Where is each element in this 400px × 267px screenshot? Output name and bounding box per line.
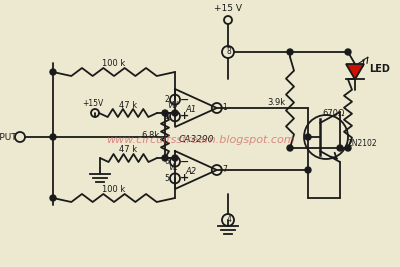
Text: LED: LED	[369, 64, 390, 74]
Circle shape	[305, 134, 311, 140]
Circle shape	[345, 49, 351, 55]
Text: −: −	[180, 157, 189, 167]
Text: 47 k: 47 k	[120, 146, 138, 155]
Circle shape	[337, 145, 343, 151]
Polygon shape	[346, 64, 364, 79]
Text: CA3290: CA3290	[178, 135, 214, 143]
Text: 1: 1	[222, 104, 227, 112]
Text: 2N2102: 2N2102	[348, 139, 378, 147]
Text: VL: VL	[168, 163, 178, 171]
Circle shape	[162, 155, 168, 161]
Text: 5: 5	[164, 174, 170, 183]
Text: 4: 4	[226, 215, 232, 225]
Text: A2: A2	[185, 167, 196, 176]
Text: −: −	[180, 95, 189, 105]
Circle shape	[172, 110, 178, 116]
Circle shape	[287, 49, 293, 55]
Circle shape	[50, 195, 56, 201]
Circle shape	[305, 167, 311, 173]
Text: www.circuitsstream.blogspot.com: www.circuitsstream.blogspot.com	[106, 135, 294, 145]
Text: +: +	[180, 111, 189, 121]
Circle shape	[287, 145, 293, 151]
Text: A1: A1	[185, 105, 196, 115]
Text: 8: 8	[227, 48, 231, 57]
Circle shape	[345, 145, 351, 151]
Text: +15V: +15V	[82, 100, 104, 108]
Text: 47 k: 47 k	[119, 100, 137, 109]
Text: +: +	[180, 173, 189, 183]
Text: 6.8k: 6.8k	[142, 131, 160, 140]
Circle shape	[50, 69, 56, 75]
Text: 670Ω: 670Ω	[323, 109, 345, 118]
Text: VU: VU	[168, 101, 178, 111]
Circle shape	[162, 110, 168, 116]
Text: 7: 7	[222, 166, 227, 175]
Circle shape	[172, 155, 178, 161]
Text: 6: 6	[164, 157, 170, 166]
Text: 100 k: 100 k	[102, 186, 126, 194]
Text: INPUT: INPUT	[0, 132, 17, 142]
Text: 3: 3	[164, 112, 170, 121]
Text: 100 k: 100 k	[102, 60, 126, 69]
Text: +15 V: +15 V	[214, 4, 242, 13]
Circle shape	[50, 134, 56, 140]
Text: 2: 2	[165, 95, 169, 104]
Text: 3.9k: 3.9k	[267, 98, 285, 107]
